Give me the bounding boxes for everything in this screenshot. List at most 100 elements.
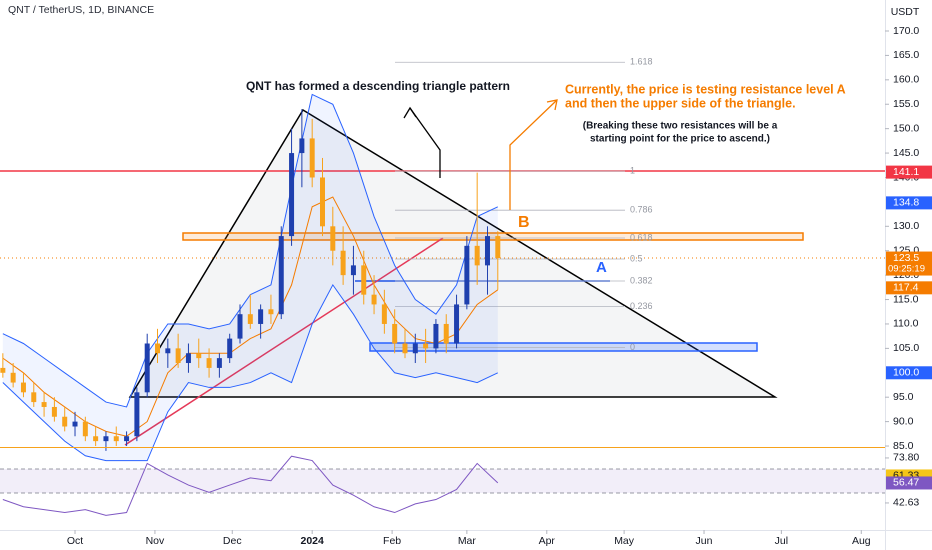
orange-arrow-head (546, 99, 558, 111)
price-tag-label: 134.8 (893, 197, 919, 209)
candle-body (196, 353, 202, 359)
candle-body (165, 348, 171, 354)
candle-body (144, 343, 150, 393)
candle-body (258, 309, 264, 324)
candle-body (268, 309, 274, 315)
x-tick-label: Oct (67, 535, 83, 547)
band-fill (2, 94, 498, 461)
y-tick-label: 115.0 (893, 293, 919, 305)
candle-body (371, 294, 377, 305)
note-line: Currently, the price is testing resistan… (565, 82, 846, 96)
rsi-line (2, 455, 499, 516)
y-tick-label: 85.0 (893, 440, 914, 452)
y-tick-label: 170.0 (893, 25, 919, 37)
y-tick-label: 110.0 (893, 318, 919, 330)
fib-label: 0 (630, 342, 635, 352)
candle-body (134, 392, 140, 437)
y-tick-label: 105.0 (893, 342, 919, 354)
y-tick-label: 155.0 (893, 98, 919, 110)
candle-body (443, 323, 449, 344)
price-tag-label: 141.1 (893, 166, 919, 178)
black-arrow-head (403, 106, 417, 119)
candle-body (103, 436, 109, 442)
x-tick-label: Jul (775, 535, 788, 547)
x-tick-label: 2024 (301, 535, 325, 547)
candle-body (237, 314, 243, 339)
y-tick-label: 90.0 (893, 415, 914, 427)
price-tag (886, 165, 932, 179)
currency: USDT (891, 6, 920, 18)
fib-label: 0.5 (630, 253, 643, 263)
price-tag (886, 251, 932, 276)
candle-body (484, 236, 490, 266)
price-tag-label: 123.5 (893, 252, 919, 264)
price-tag (886, 281, 932, 295)
candle-body (10, 372, 16, 383)
candle-body (423, 343, 429, 349)
candle-body (93, 436, 99, 442)
x-tick-label: Nov (146, 535, 165, 547)
candle-body (20, 382, 26, 393)
candle-body (278, 236, 284, 315)
y-tick-label: 95.0 (893, 391, 914, 403)
candle-body (433, 323, 439, 349)
orange-arrow (509, 99, 558, 210)
candle-body (309, 138, 315, 178)
candle-body (289, 153, 295, 237)
x-tick-label: May (614, 535, 635, 547)
candle-body (113, 436, 119, 442)
candle-body (381, 304, 387, 324)
candle-body (72, 421, 78, 427)
candle-body (247, 314, 253, 324)
candle-body (412, 343, 418, 354)
fib-label: 0.236 (630, 301, 653, 311)
y-tick-label: 145.0 (893, 147, 919, 159)
candle-body (361, 265, 367, 295)
x-tick-label: Apr (539, 535, 556, 547)
band-lower (2, 283, 499, 462)
candle-body (454, 304, 460, 344)
fib-label: 0.786 (630, 205, 653, 215)
candle-body (175, 348, 181, 364)
candle-body (350, 265, 356, 276)
rsi-tag (886, 476, 932, 490)
candle-body (464, 245, 470, 305)
y-tick-label: 160.0 (893, 74, 919, 86)
x-tick-label: Dec (223, 535, 242, 547)
candle-body (340, 250, 346, 276)
x-tick-label: Jun (696, 535, 713, 547)
candle-body (41, 402, 47, 407)
price-tag (886, 196, 932, 210)
level-label: A (596, 259, 607, 276)
candle-body (474, 245, 480, 266)
x-tick-label: Aug (852, 535, 871, 547)
sub-note-line: (Breaking these two resistances will be … (583, 121, 778, 132)
candle-body (319, 177, 325, 227)
candle-body (155, 343, 161, 354)
annotation: QNT has formed a descending triangle pat… (246, 79, 510, 93)
price-tag-countdown: 09:25:19 (888, 264, 925, 275)
chart-title: QNT / TetherUS, 1D, BINANCE (8, 4, 154, 16)
price-tag (886, 366, 932, 380)
resistance-zone-b (182, 232, 804, 241)
sub-note-line: starting point for the price to ascend.) (590, 134, 770, 145)
candle-body (216, 358, 222, 368)
fib-label: 1.618 (630, 57, 653, 67)
candle-body (330, 226, 336, 251)
level-label: B (518, 214, 530, 231)
candle-body (495, 236, 501, 259)
candle-body (124, 436, 130, 442)
price-tag-label: 117.4 (893, 282, 919, 294)
fib-label: 0.618 (630, 232, 653, 242)
black-arrow (409, 107, 441, 178)
candle-body (392, 323, 398, 344)
price-tag-label: 100.0 (893, 367, 919, 379)
candle-body (82, 421, 88, 437)
y-tick-label: 165.0 (893, 49, 919, 61)
note-line: and then the upper side of the triangle. (565, 96, 796, 110)
rising-trendline (124, 237, 444, 446)
x-tick-label: Mar (458, 535, 477, 547)
fib-label: 0.382 (630, 275, 653, 285)
candle-body (185, 353, 191, 364)
rsi-tick-label: 73.80 (893, 452, 919, 464)
